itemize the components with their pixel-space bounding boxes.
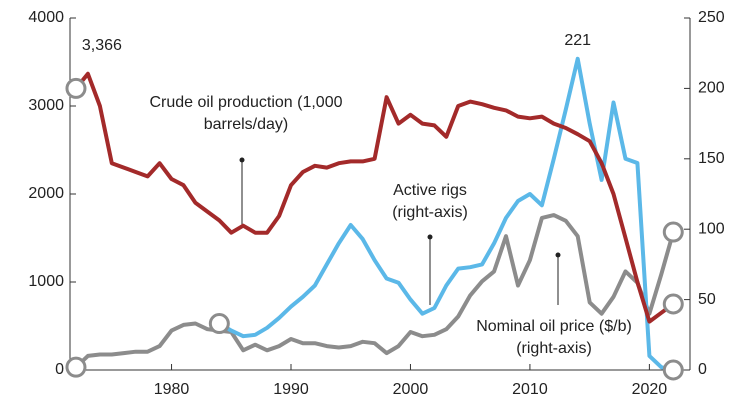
y2-tick-label: 0: [698, 361, 707, 378]
x-tick-label: 2010: [512, 381, 548, 398]
y-tick-label: 2000: [28, 185, 64, 202]
x-tick-label: 2020: [632, 381, 668, 398]
end-marker: [208, 313, 230, 335]
data-label: 3,366: [82, 37, 122, 54]
y2-tick-label: 50: [698, 291, 716, 308]
end-marker: [662, 221, 684, 243]
x-tick-label: 1990: [273, 381, 309, 398]
data-label: 221: [564, 32, 591, 49]
x-tick-label: 1980: [154, 381, 190, 398]
end-marker: [65, 77, 87, 99]
y-tick-label: 0: [55, 361, 64, 378]
y2-tick-label: 200: [698, 80, 725, 97]
end-marker: [662, 359, 684, 381]
series-line: [218, 56, 674, 372]
end-marker: [662, 293, 684, 315]
y2-tick-label: 150: [698, 150, 725, 167]
series-line: [74, 71, 675, 324]
y-tick-label: 3000: [28, 97, 64, 114]
series-label: Nominal oil price ($/b) (right-axis): [476, 318, 632, 357]
series-line: [74, 213, 676, 369]
x-tick-label: 2000: [393, 381, 429, 398]
y-tick-label: 1000: [28, 273, 64, 290]
end-marker: [65, 356, 87, 378]
series-label: Active rigs (right-axis): [392, 182, 468, 221]
pointer-dot: [239, 157, 245, 163]
y2-tick-label: 250: [698, 9, 725, 26]
series-label: Crude oil production (1,000 barrels/day): [149, 94, 343, 133]
y2-tick-label: 100: [698, 220, 725, 237]
pointer-dot: [427, 234, 433, 240]
pointer-dot: [555, 252, 561, 258]
y-tick-label: 4000: [28, 9, 64, 26]
